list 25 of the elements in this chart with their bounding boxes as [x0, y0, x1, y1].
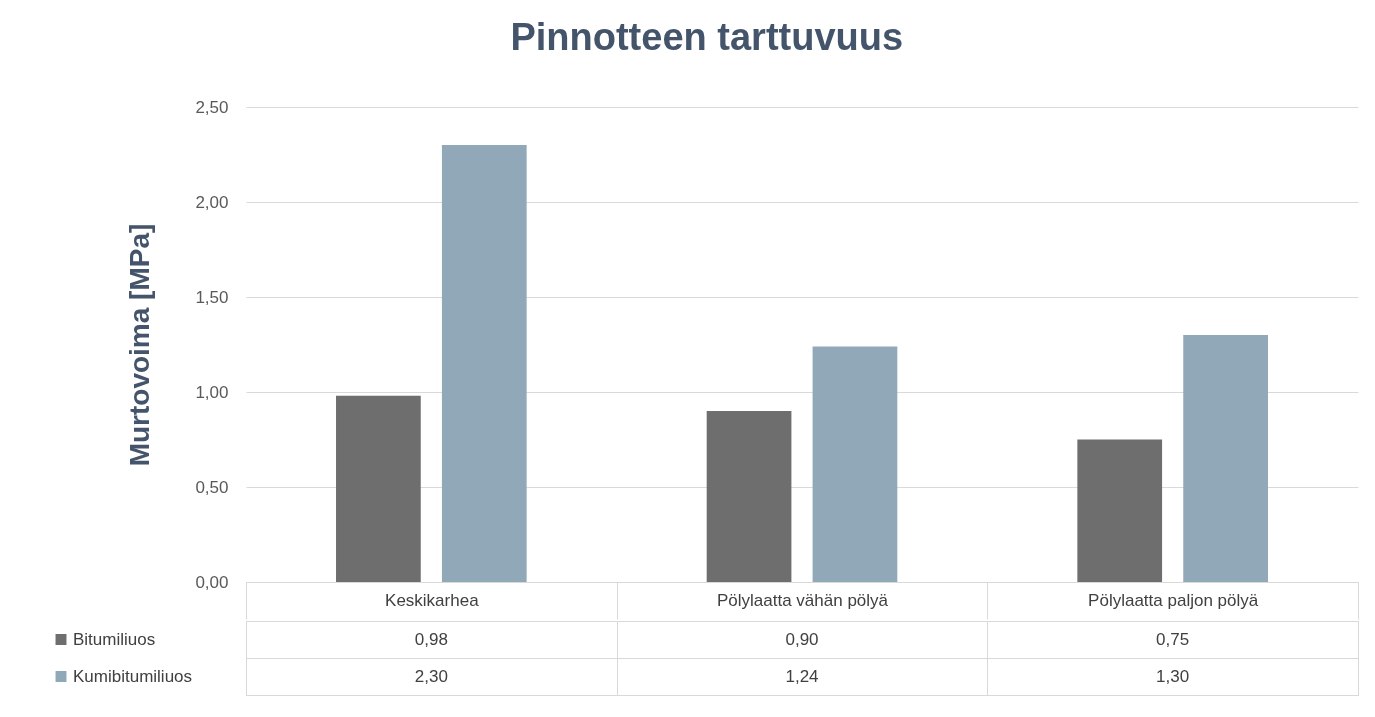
legend-label: Kumibitumiliuos: [73, 666, 193, 686]
bar: [812, 346, 898, 582]
y-tick-label: 1,50: [195, 287, 229, 307]
legend-label: Bitumiliuos: [73, 629, 156, 649]
data-label: 1,24: [785, 666, 819, 686]
y-tick-label: 0,50: [195, 477, 229, 497]
y-axis-title: Murtovoima [MPa]: [124, 223, 156, 467]
x-tick-label: Pölylaatta vähän pölyä: [716, 590, 889, 610]
bar: [1077, 439, 1163, 582]
bar: [441, 145, 527, 582]
y-tick-label: 2,00: [195, 192, 229, 212]
bar: [706, 411, 792, 582]
bar: [336, 395, 421, 582]
data-label: 0,90: [785, 629, 819, 649]
x-tick-label: Keskikarhea: [385, 590, 480, 610]
bar: [1183, 335, 1268, 582]
y-tick-label: 1,00: [195, 382, 229, 402]
y-tick-label: 0,00: [195, 572, 229, 592]
x-tick-label: Pölylaatta paljon pölyä: [1088, 590, 1259, 610]
chart-title: Pinnotteen tarttuvuus: [510, 16, 904, 58]
data-label: 0,75: [1156, 629, 1190, 649]
y-tick-label: 2,50: [195, 97, 229, 117]
data-label: 0,98: [414, 629, 448, 649]
data-label: 1,30: [1156, 666, 1190, 686]
data-label: 2,30: [414, 666, 448, 686]
